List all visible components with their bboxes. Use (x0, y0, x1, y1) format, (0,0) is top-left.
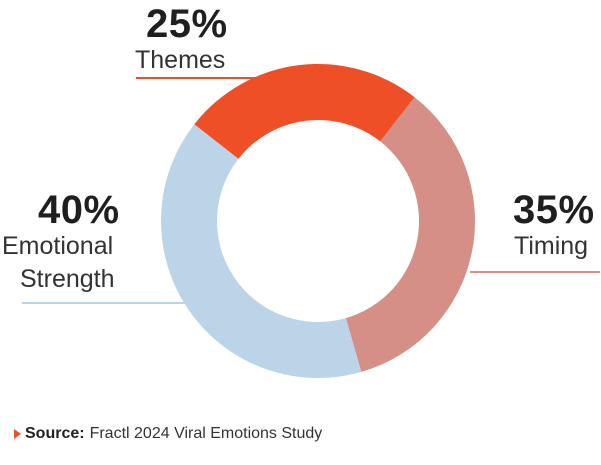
themes-percent: 25% (146, 2, 228, 46)
timing-label: Timing (514, 232, 589, 260)
source-prefix: Source: (25, 425, 85, 442)
emotional-strength-percent: 40% (38, 188, 120, 232)
emotional-strength-label-line-2: Strength (20, 265, 115, 293)
segment-timing (345, 97, 476, 372)
timing-percent: 35% (513, 188, 595, 232)
segment-emotional-strength (161, 124, 362, 378)
segment-themes (194, 64, 415, 159)
source-note: Source: Fractl 2024 Viral Emotions Study (14, 424, 322, 444)
triangle-bullet-icon (14, 429, 21, 439)
emotional-strength-label-line-1: Emotional (2, 232, 114, 260)
themes-label: Themes (135, 46, 226, 74)
source-text: Fractl 2024 Viral Emotions Study (89, 425, 323, 442)
